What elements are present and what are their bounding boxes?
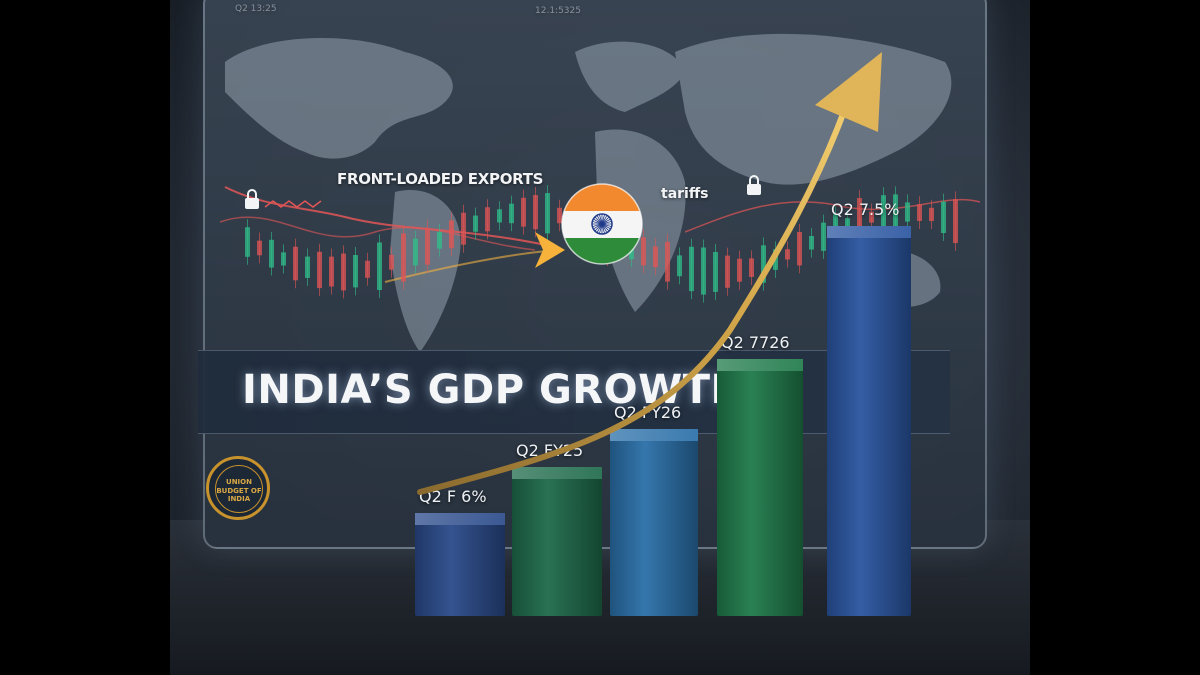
- chakra-spoke: [601, 223, 608, 233]
- ticker-readout: 12.1:5325: [535, 6, 581, 16]
- letterbox-left: [0, 0, 170, 675]
- scene: Q2 13:25 12.1:5325 FRONT-LOADED EXPORTS …: [170, 0, 1030, 675]
- export-arrow-icon: [535, 232, 565, 268]
- page-title: INDIA’S GDP GROWTH: [242, 367, 745, 413]
- tariffs-label: tariffs: [661, 186, 709, 202]
- budget-seal-logo: UNION BUDGET OF INDIA: [206, 456, 270, 520]
- gdp-bar: Q2 F 6%: [415, 487, 505, 620]
- chakra-spoke: [594, 216, 603, 225]
- chakra-spoke: [601, 221, 612, 225]
- india-flag-icon: [561, 183, 643, 265]
- trend-arrow-icon: [417, 52, 882, 495]
- chakra-spoke: [601, 223, 611, 230]
- chakra-spoke: [593, 223, 603, 230]
- bar-top-face: [512, 467, 602, 479]
- chakra-spoke: [592, 223, 603, 227]
- chakra-spoke: [593, 218, 603, 225]
- lock-icon: [747, 175, 761, 195]
- map-continents: [225, 33, 952, 352]
- chakra-spoke: [601, 216, 610, 225]
- chakra-spoke: [601, 214, 605, 225]
- seal-ring: [215, 465, 263, 513]
- bar-label: Q2 7.5%: [831, 200, 900, 219]
- chakra-spoke: [601, 218, 611, 225]
- bar-body: [512, 467, 602, 616]
- chakra-spoke: [596, 215, 603, 225]
- bar-front-face: [610, 439, 698, 616]
- chakra-spoke: [601, 223, 612, 227]
- bar-top-face: [827, 226, 911, 238]
- gdp-bar: Q2 FY26: [610, 403, 698, 620]
- gdp-bar: Q2 7.5%: [827, 200, 911, 620]
- chakra-spoke: [601, 223, 605, 234]
- bar-top-face: [610, 429, 698, 441]
- bar-top-face: [717, 359, 803, 371]
- bar-front-face: [415, 523, 505, 616]
- front-loaded-exports-label: FRONT-LOADED EXPORTS: [337, 170, 544, 188]
- seal-text: BUDGET OF INDIA: [216, 487, 262, 503]
- seal-text: UNION: [226, 478, 252, 486]
- chakra-spoke: [596, 223, 603, 233]
- world-map-icon: [219, 33, 981, 352]
- letterbox-right: [1030, 0, 1200, 675]
- chakra-spoke: [599, 214, 603, 225]
- chakra-spoke: [601, 215, 608, 225]
- gdp-bar: Q2 7726: [717, 333, 803, 620]
- bar-front-face: [827, 236, 911, 616]
- ticker-readout: Q2 13:25: [235, 4, 277, 14]
- bar-front-face: [717, 369, 803, 616]
- bar-top-face: [415, 513, 505, 525]
- gdp-bar: Q2 FY25: [512, 441, 602, 620]
- bar-body: [827, 226, 911, 616]
- bar-label: Q2 7726: [721, 333, 790, 352]
- bar-body: [610, 429, 698, 616]
- bar-body: [717, 359, 803, 616]
- bar-front-face: [512, 477, 602, 616]
- bar-body: [415, 513, 505, 616]
- lock-icon: [245, 189, 259, 209]
- bar-label: Q2 F 6%: [419, 487, 487, 506]
- chakra-spoke: [592, 221, 603, 225]
- chakra-spoke: [594, 223, 603, 232]
- chakra-spoke: [601, 223, 610, 232]
- chakra-spoke: [599, 223, 603, 234]
- title-banner: INDIA’S GDP GROWTH: [198, 350, 950, 434]
